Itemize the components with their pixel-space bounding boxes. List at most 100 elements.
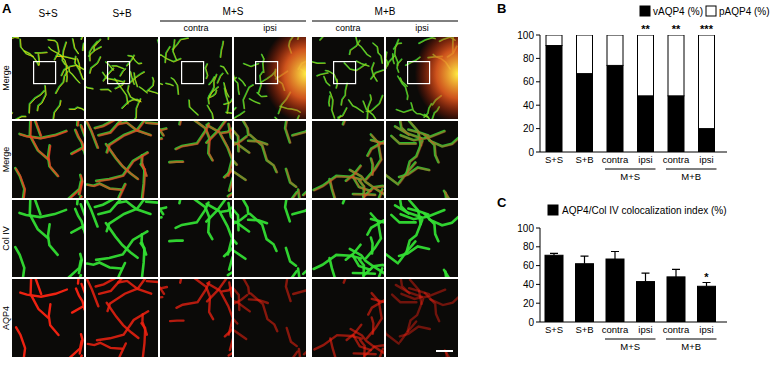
x-tick-label: contra — [602, 154, 629, 165]
y-tick — [536, 284, 540, 285]
vessel — [272, 192, 297, 198]
image-bg — [86, 200, 158, 277]
micrograph — [312, 200, 384, 277]
y-tick-label: 0 — [528, 147, 534, 158]
vessel — [329, 96, 330, 106]
vessel — [234, 172, 246, 185]
vessel — [312, 57, 325, 64]
vessel — [371, 219, 384, 234]
vessel — [20, 290, 67, 297]
vessel — [81, 204, 84, 229]
vessel — [189, 100, 198, 115]
vessel — [160, 55, 161, 60]
vessel — [166, 83, 173, 85]
vessel — [16, 169, 25, 198]
vessel — [424, 213, 438, 241]
image-bg — [386, 37, 458, 119]
vessel — [38, 55, 40, 65]
bar — [668, 96, 684, 152]
vessel — [372, 141, 384, 156]
vessel — [103, 72, 123, 81]
vessel — [28, 279, 42, 294]
y-tick-label: 80 — [523, 241, 535, 252]
row-label: Merge — [1, 147, 11, 173]
vessel — [273, 193, 298, 198]
vessel — [176, 282, 209, 308]
vessel — [15, 247, 24, 277]
y-tick — [536, 152, 540, 153]
micrograph — [234, 121, 306, 198]
legend-label: vAQP4 (%) — [653, 6, 703, 17]
vessel — [12, 117, 26, 119]
vessel — [353, 272, 375, 275]
micrograph — [86, 279, 158, 357]
image-bg — [234, 121, 306, 198]
column-sublabel: contra — [183, 23, 208, 33]
vessel — [31, 121, 49, 160]
x-tick-label: ipsi — [699, 324, 713, 335]
vessel — [108, 279, 148, 311]
vessel — [250, 214, 277, 251]
vessel — [273, 352, 298, 357]
significance: ** — [641, 23, 650, 35]
significance: *** — [700, 23, 714, 35]
bar — [546, 35, 562, 46]
vessel — [97, 153, 148, 182]
vessel — [234, 233, 237, 243]
vessel — [353, 335, 371, 350]
group-rule — [312, 21, 458, 22]
image-bg — [12, 279, 84, 357]
inset-box — [408, 62, 430, 84]
vessel — [71, 146, 84, 154]
vessel — [27, 200, 41, 214]
vessel — [160, 78, 162, 85]
vessel — [293, 121, 306, 136]
vessel — [107, 121, 147, 152]
vessel — [80, 175, 83, 194]
vessel — [28, 121, 42, 136]
vessel — [330, 180, 350, 198]
lesion-glow — [386, 37, 458, 119]
vessel — [208, 106, 214, 119]
micrograph — [386, 121, 458, 198]
image-bg — [386, 279, 458, 357]
vessel — [115, 79, 128, 104]
vessel — [395, 200, 409, 214]
lesion-glow — [234, 37, 306, 119]
vessel — [356, 61, 368, 66]
vessel — [170, 161, 183, 164]
vessel — [108, 121, 148, 153]
x-tick-label: S+S — [545, 324, 563, 335]
vessel — [360, 349, 383, 357]
vessel — [160, 138, 162, 174]
vessel — [206, 64, 208, 79]
vessel — [344, 121, 366, 125]
vessel — [70, 108, 84, 111]
vessel — [103, 73, 123, 82]
vessel — [409, 288, 429, 294]
vessel — [90, 42, 98, 61]
vessel — [222, 200, 232, 211]
vessel — [83, 43, 84, 50]
y-axis — [540, 35, 541, 152]
vessel — [425, 135, 439, 163]
vessel — [147, 281, 158, 288]
vessel — [329, 96, 330, 106]
vessel — [53, 101, 61, 119]
group-rule — [160, 21, 306, 22]
vessel — [318, 73, 329, 76]
vessel — [400, 163, 416, 183]
vessel — [209, 87, 219, 104]
vessel — [373, 43, 382, 63]
group-rule — [666, 339, 717, 340]
vessel — [408, 209, 428, 215]
vessel — [146, 123, 158, 130]
vessel — [160, 139, 162, 175]
x-tick-label: S+S — [545, 154, 563, 165]
vessel — [320, 37, 325, 40]
error-bar — [611, 252, 619, 260]
vessel — [72, 305, 84, 313]
vessel — [16, 327, 25, 357]
group-label: M+S — [223, 6, 244, 17]
vessel — [161, 55, 181, 62]
